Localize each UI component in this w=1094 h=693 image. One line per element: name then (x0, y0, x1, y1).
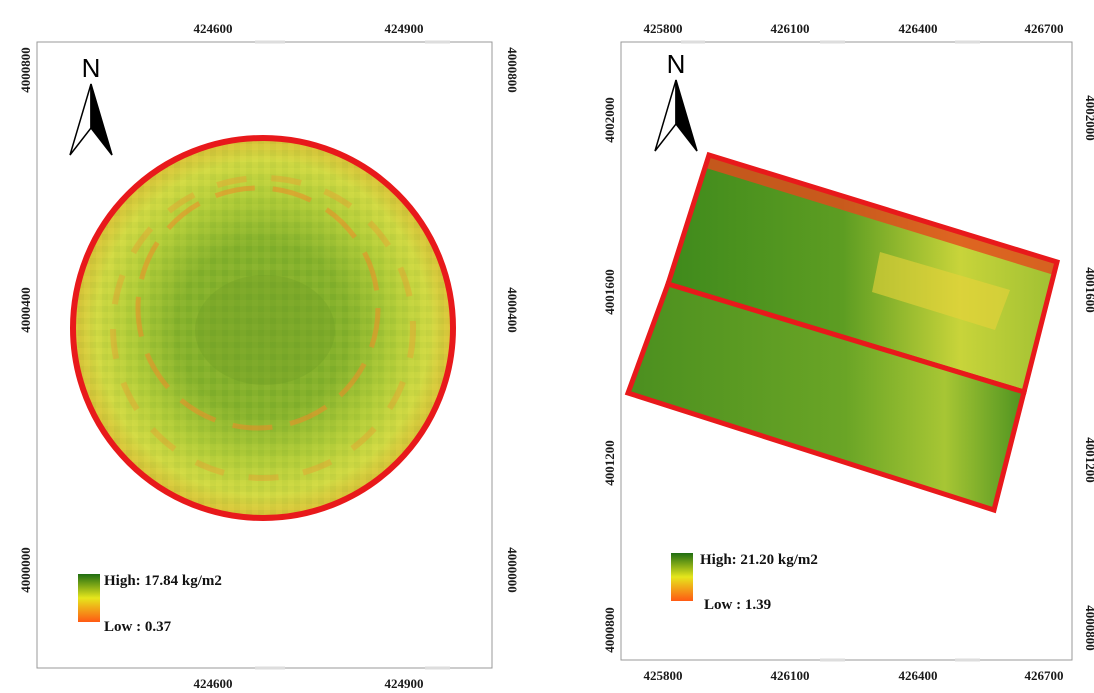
left-y-tick-left: 4000800 (18, 47, 33, 93)
right-y-tick-left: 4002000 (602, 97, 617, 143)
left-y-tick-right: 4000400 (505, 287, 520, 333)
right-x-tick-bottom: 426100 (771, 668, 810, 683)
right-x-tick-top: 425800 (644, 21, 683, 36)
right-field-south-boundary (624, 280, 1028, 514)
right-x-tick-bottom: 425800 (644, 668, 683, 683)
right-x-tick-bottom: 426400 (899, 668, 938, 683)
right-map: 425800 426100 426400 426700 425800 42610… (602, 21, 1094, 683)
right-x-tick-top: 426400 (899, 21, 938, 36)
right-legend-low: Low : 1.39 (704, 597, 771, 613)
right-y-tick-right: 4000800 (1083, 605, 1094, 651)
right-north-arrow-icon (654, 79, 698, 152)
right-y-tick-left: 4001600 (602, 269, 617, 315)
right-y-tick-right: 4002000 (1083, 95, 1094, 141)
right-x-tick-top: 426700 (1025, 21, 1064, 36)
left-x-tick-bottom: 424600 (194, 676, 233, 691)
right-y-tick-left: 4001200 (602, 440, 617, 486)
right-x-tick-bottom: 426700 (1025, 668, 1064, 683)
left-legend-low: Low : 0.37 (104, 619, 172, 635)
left-x-tick-top: 424900 (385, 21, 424, 36)
right-north-label: N (667, 49, 686, 79)
right-legend: High: 21.20 kg/m2 Low : 1.39 (671, 552, 818, 613)
left-y-tick-left: 4000000 (18, 547, 33, 593)
left-north-label: N (82, 53, 101, 83)
right-legend-high: High: 21.20 kg/m2 (700, 552, 818, 568)
right-y-tick-right: 4001200 (1083, 437, 1094, 483)
left-x-tick-bottom: 424900 (385, 676, 424, 691)
left-y-tick-right: 4000000 (505, 547, 520, 593)
left-y-tick-right: 4000800 (505, 47, 520, 93)
right-y-tick-left: 4000800 (602, 607, 617, 653)
left-y-tick-left: 4000400 (18, 287, 33, 333)
left-field-circle (70, 135, 456, 521)
left-x-tick-top: 424600 (194, 21, 233, 36)
left-legend-ramp (78, 574, 100, 622)
left-field-boundary (70, 135, 456, 521)
left-map: 424600 424900 424600 424900 4000800 4000… (18, 21, 520, 691)
left-legend: High: 17.84 kg/m2 Low : 0.37 (78, 573, 222, 635)
right-y-tick-right: 4001600 (1083, 267, 1094, 313)
left-legend-high: High: 17.84 kg/m2 (104, 573, 222, 589)
right-legend-ramp (671, 553, 693, 601)
right-field-south (624, 280, 1028, 514)
right-field-north (664, 151, 1061, 396)
right-x-tick-top: 426100 (771, 21, 810, 36)
left-north-arrow-icon (69, 83, 113, 156)
